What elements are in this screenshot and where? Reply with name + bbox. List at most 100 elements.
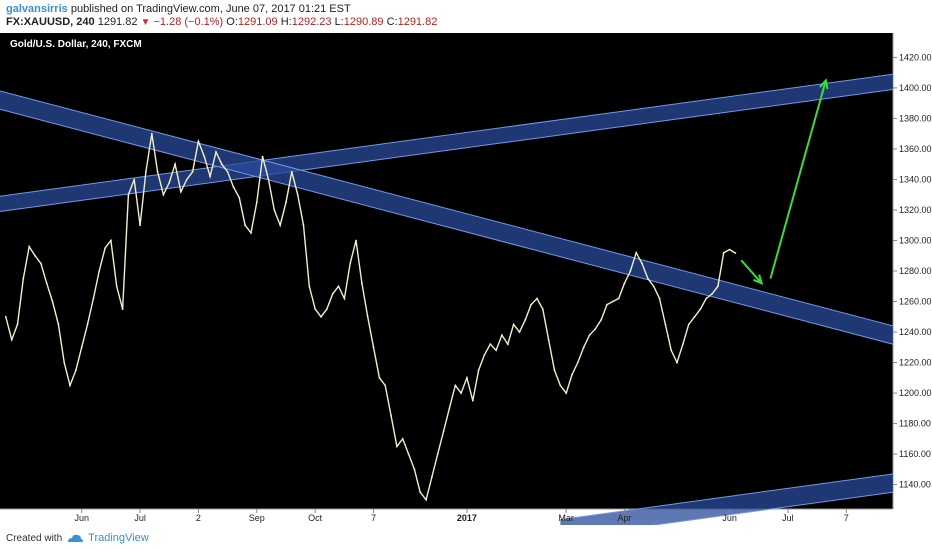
y-tick-label: 1300.00 (899, 235, 932, 245)
author-link[interactable]: galvansirris (6, 3, 68, 15)
y-tick-label: 1180.00 (899, 419, 931, 429)
high-label: H: (280, 16, 292, 28)
price-point (664, 323, 667, 326)
price-chart[interactable]: 1140.00 1160.00 1180.00 1200.00 1220.00 1240.… (0, 33, 932, 525)
forecast-arrow-1 (740, 259, 763, 284)
price-point (425, 498, 427, 501)
x-tick-label: Jul (134, 513, 146, 523)
price-point (110, 239, 112, 242)
price-point (215, 151, 217, 153)
x-tick-label: 2 (196, 513, 201, 523)
price-point (75, 369, 77, 372)
publish-info: galvansirris published on TradingView.co… (6, 3, 351, 15)
price-point (57, 323, 60, 326)
price-point (255, 201, 258, 204)
price-point (104, 247, 106, 250)
plot-area[interactable] (0, 33, 893, 509)
price-point (384, 384, 387, 387)
price-point (460, 392, 462, 394)
y-tick-label: 1320.00 (899, 205, 932, 215)
price-point (226, 170, 229, 173)
price-point (10, 338, 13, 341)
price-point (115, 285, 118, 288)
x-tick-label: 7 (844, 513, 849, 523)
price-point (553, 369, 556, 372)
price-point (45, 282, 48, 285)
x-tick-label: Sep (249, 513, 265, 523)
y-tick-label: 1360.00 (899, 144, 932, 154)
price-point (378, 376, 381, 379)
price-point (401, 437, 404, 440)
tradingview-brand-link[interactable]: TradingView (88, 532, 149, 544)
price-point (518, 331, 521, 333)
price-point (191, 170, 194, 173)
y-tick-label: 1200.00 (899, 388, 932, 398)
x-tick-label: Jun (74, 513, 89, 523)
price-point (512, 323, 515, 326)
price-point (687, 323, 690, 326)
channel-band-lower-rising (560, 473, 893, 525)
price-axis[interactable] (893, 33, 932, 525)
arrow-head-2 (819, 78, 829, 90)
price-point (477, 369, 480, 372)
price-point (635, 251, 638, 254)
price-point (483, 354, 486, 356)
price-point (396, 445, 398, 448)
price-point (536, 297, 538, 300)
x-tick-label: 2017 (457, 513, 477, 523)
price-point (705, 297, 708, 300)
high-value: 1292.23 (291, 16, 332, 28)
low-value: 1290.89 (343, 16, 384, 28)
price-point (331, 293, 334, 295)
channel-edge-bottom-lower-rising (651, 491, 894, 525)
price-point (372, 346, 375, 349)
y-tick-label: 1220.00 (899, 358, 932, 368)
price-point (641, 262, 643, 265)
price-point (203, 155, 206, 158)
y-tick-label: 1380.00 (899, 113, 932, 123)
price-change: −1.28 (−0.1%) (153, 16, 224, 28)
price-point (127, 193, 130, 196)
price-point (220, 163, 223, 166)
y-tick-label: 1340.00 (899, 174, 932, 184)
price-point (185, 178, 188, 181)
x-tick-label: 7 (371, 513, 376, 523)
price-point (28, 245, 31, 248)
price-point (162, 193, 165, 196)
price-point (279, 224, 282, 227)
price-point (63, 361, 66, 364)
price-point (728, 248, 731, 251)
x-tick-label: Jul (782, 513, 794, 523)
price-point (506, 343, 509, 346)
price-point (80, 346, 83, 349)
price-point (670, 349, 673, 352)
published-text: published on TradingView.com, June 07, 2… (70, 3, 351, 15)
price-point (524, 318, 527, 321)
price-point (623, 282, 626, 285)
price-point (343, 297, 346, 300)
price-point (658, 297, 661, 300)
price-point (431, 476, 433, 478)
price-point (647, 277, 649, 280)
created-with-text: Created with (6, 532, 63, 544)
channel-edge-top-lower-rising (560, 473, 894, 521)
price-point (232, 186, 235, 189)
price-point (442, 430, 445, 433)
price-point (139, 224, 142, 227)
price-point (454, 384, 457, 387)
price-point (325, 308, 328, 310)
y-tick-label: 1400.00 (899, 83, 932, 93)
price-point (98, 270, 101, 272)
price-point (617, 297, 620, 300)
price-point (4, 315, 7, 318)
price-point (466, 376, 468, 379)
price-point (606, 303, 608, 306)
price-point (541, 308, 544, 310)
price-point (501, 334, 503, 336)
channel-band-upper-rising (0, 74, 893, 212)
tradingview-cloud-icon (68, 534, 84, 542)
price-point (582, 346, 585, 349)
y-tick-label: 1260.00 (899, 297, 932, 307)
close-value: 1291.82 (397, 16, 438, 28)
channel-edge-top-falling (0, 90, 894, 327)
